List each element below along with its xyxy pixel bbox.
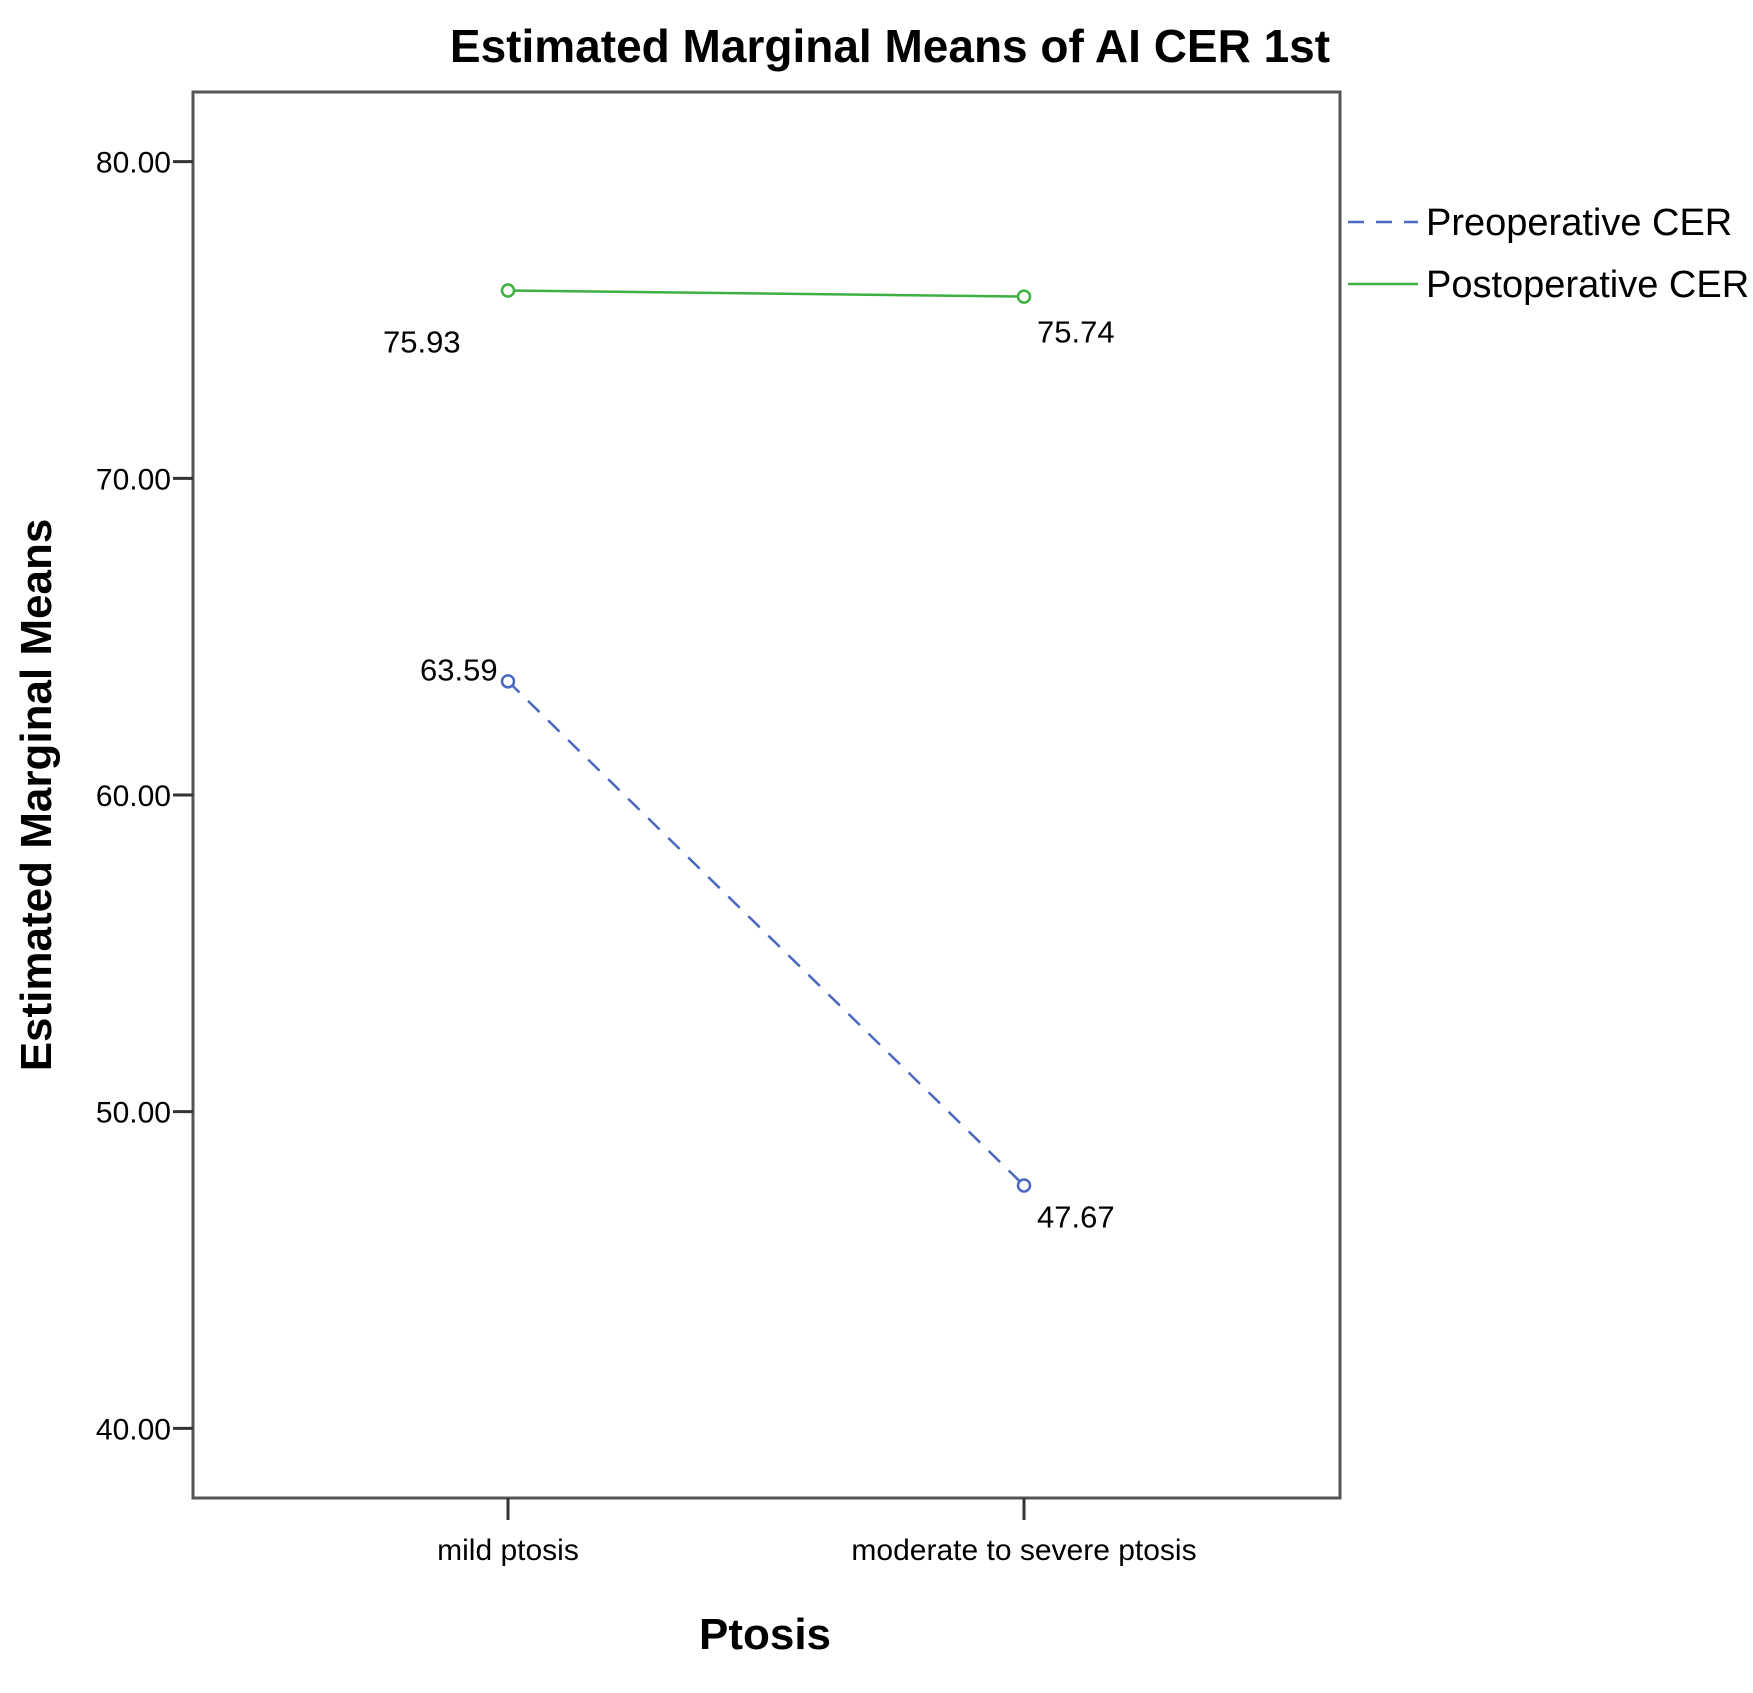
- series-layer: [500, 283, 1032, 1193]
- x-tick-label: moderate to severe ptosis: [851, 1534, 1196, 1567]
- legend-label: Preoperative CER: [1426, 202, 1732, 244]
- data-point: [1016, 289, 1032, 304]
- y-axis: 40.00 50.00 60.00 70.00 80.00: [96, 147, 193, 1446]
- data-point: [500, 283, 516, 298]
- data-labels: 63.59 47.67 75.93 75.74: [383, 315, 1115, 1235]
- series-line: [507, 289, 1025, 298]
- legend: Preoperative CER Postoperative CER: [1348, 202, 1749, 306]
- y-tick-label: 50.00: [96, 1097, 171, 1130]
- data-point: [500, 674, 516, 689]
- y-tick-label: 40.00: [96, 1413, 171, 1446]
- data-label: 75.74: [1037, 315, 1115, 350]
- data-label: 75.93: [383, 325, 461, 360]
- chart-title: Estimated Marginal Means of AI CER 1st: [450, 20, 1330, 72]
- x-tick-label: mild ptosis: [437, 1534, 579, 1567]
- series-line: [507, 680, 1025, 1187]
- x-axis: mild ptosis moderate to severe ptosis: [437, 1498, 1197, 1567]
- x-axis-title: Ptosis: [699, 1610, 831, 1659]
- data-label: 47.67: [1037, 1199, 1115, 1234]
- y-axis-title: Estimated Marginal Means: [12, 519, 61, 1072]
- legend-label: Postoperative CER: [1426, 264, 1749, 306]
- plot-frame: [191, 90, 1342, 1500]
- y-tick-label: 60.00: [96, 780, 171, 813]
- data-label: 63.59: [420, 652, 498, 687]
- y-tick-label: 80.00: [96, 147, 171, 180]
- y-tick-label: 70.00: [96, 463, 171, 496]
- data-point: [1016, 1178, 1032, 1193]
